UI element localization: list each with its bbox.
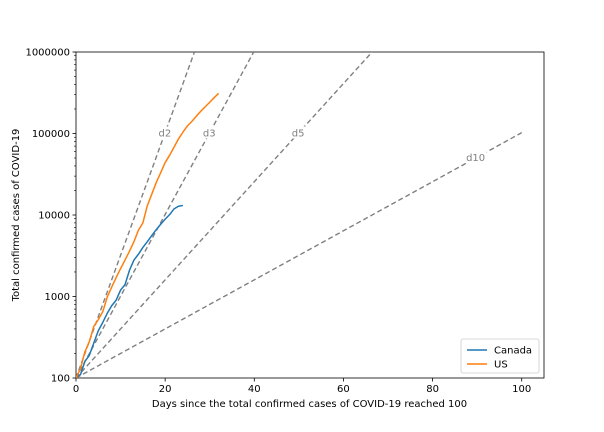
reference-line-d3 — [76, 52, 255, 378]
series-line-canada — [76, 204, 184, 378]
reference-line-d10 — [76, 132, 523, 378]
plot-area — [75, 51, 545, 379]
x-tick-label: 0 — [73, 384, 79, 395]
reference-label-bg — [290, 126, 307, 139]
y-tick-label: 100 — [51, 374, 70, 385]
reference-label-d3: d3 — [203, 129, 216, 140]
legend-label-canada: Canada — [494, 346, 532, 357]
reference-label-d5: d5 — [292, 129, 305, 140]
reference-label-bg — [156, 126, 173, 139]
y-axis: 100 1000 10000 100000 1000000 — [25, 48, 76, 385]
series-line-us — [76, 92, 220, 378]
reference-label-bg — [464, 151, 487, 164]
plot-frame — [75, 51, 545, 379]
x-axis: 0 20 40 60 80 100 — [73, 378, 531, 395]
legend-label-us: US — [494, 360, 508, 371]
y-tick-label: 1000000 — [25, 48, 70, 59]
y-axis-label: Total confirmed cases of COVID-19 — [11, 129, 22, 303]
y-tick-label: 1000 — [45, 292, 70, 303]
reference-label-bg — [201, 126, 218, 139]
y-tick-label: 100000 — [32, 129, 70, 140]
series-lines — [76, 92, 220, 378]
reference-label-d2: d2 — [158, 129, 171, 140]
x-tick-label: 100 — [512, 384, 531, 395]
x-tick-label: 40 — [248, 384, 261, 395]
y-tick-label: 10000 — [38, 211, 70, 222]
x-tick-label: 60 — [337, 384, 350, 395]
reference-line-labels: d2 d3 d5 d10 — [156, 126, 487, 164]
x-axis-label: Days since the total confirmed cases of … — [152, 399, 467, 410]
x-tick-label: 20 — [159, 384, 172, 395]
legend: Canada US — [460, 338, 540, 374]
x-tick-label: 80 — [426, 384, 439, 395]
reference-line-d5 — [76, 52, 373, 378]
reference-label-d10: d10 — [466, 153, 485, 164]
